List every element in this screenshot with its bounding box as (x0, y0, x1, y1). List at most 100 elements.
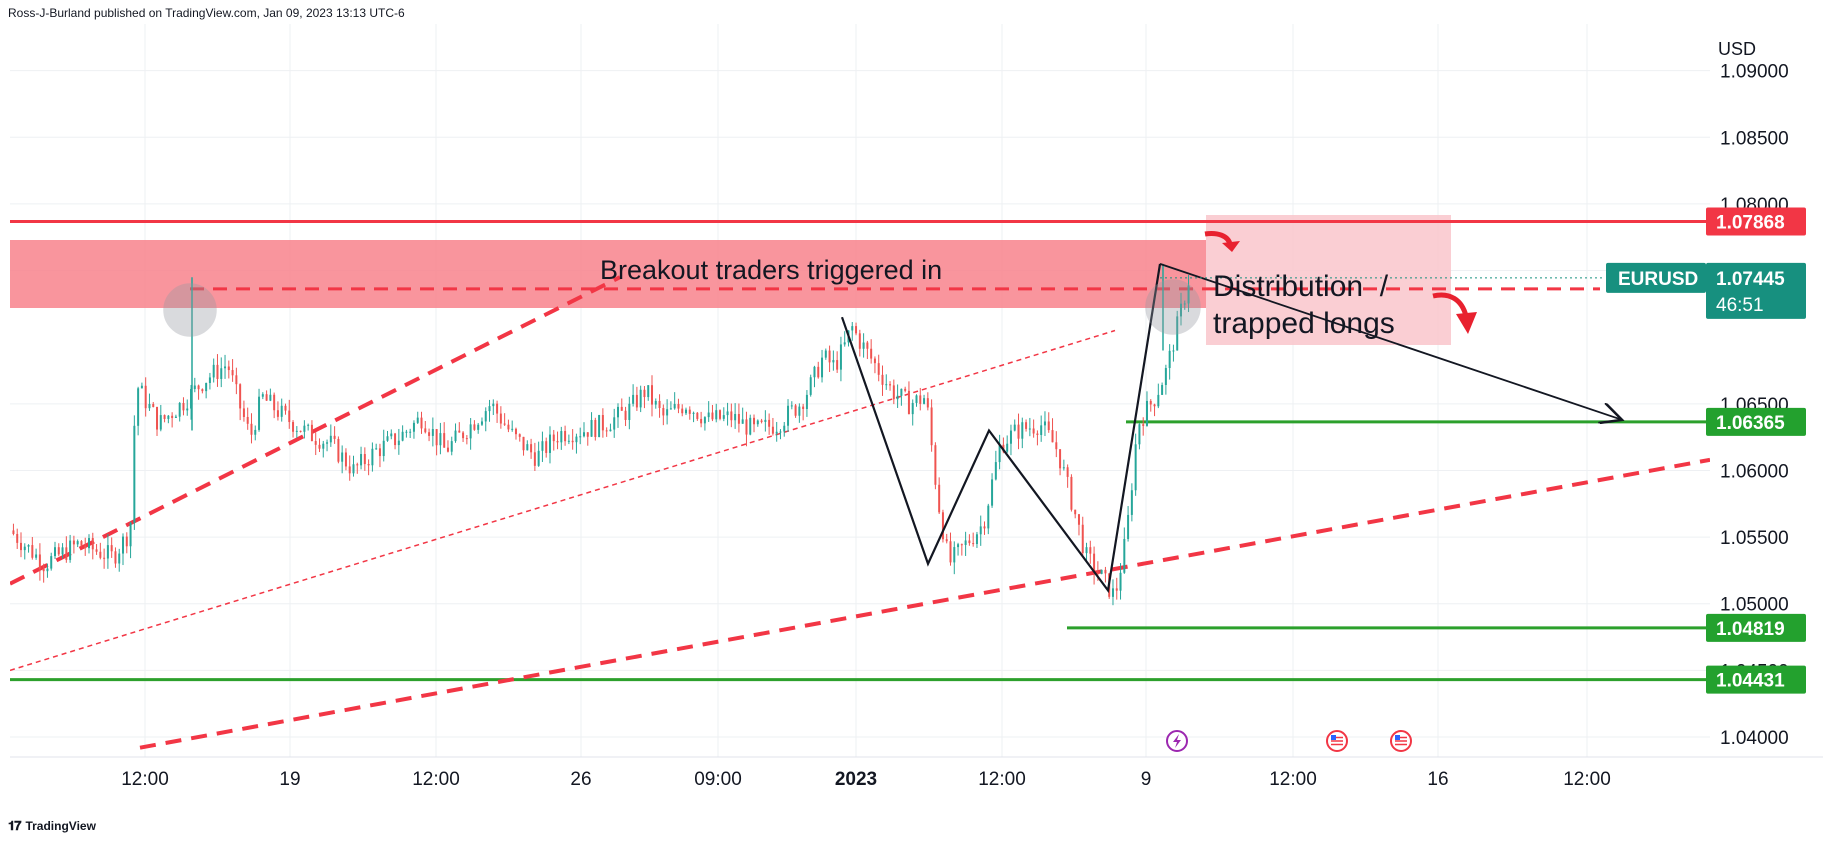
candle-body (50, 556, 53, 569)
candle-body (27, 545, 30, 547)
y-tick-label: 1.06000 (1720, 461, 1789, 482)
candle-body (953, 547, 956, 563)
candle-body (639, 389, 642, 408)
projection-arrow (1159, 263, 1622, 420)
candle-body (299, 430, 302, 432)
candle-body (1077, 514, 1080, 525)
candle-body (858, 333, 861, 349)
candle-body (496, 403, 499, 414)
candle-body (242, 408, 245, 417)
candle-body (726, 411, 729, 416)
candle-body (533, 452, 536, 466)
candle-body (284, 405, 287, 411)
candle-body (934, 445, 937, 485)
candle-body (1013, 424, 1016, 431)
candle-body (567, 440, 570, 442)
candle-body (469, 424, 472, 439)
candle-body (760, 420, 763, 422)
candle-body (1119, 572, 1122, 591)
price-tag-resistance-top (1706, 207, 1806, 236)
candle-body (564, 431, 567, 442)
candle-body (805, 394, 808, 410)
candle-body (114, 551, 117, 564)
candle-body (930, 407, 933, 446)
candle-body (783, 425, 786, 432)
candle-body (590, 419, 593, 437)
candle-body (957, 544, 960, 548)
candle-body (280, 405, 283, 417)
candle-body (662, 408, 665, 416)
candle-body (133, 425, 136, 523)
candle-body (775, 431, 778, 434)
candle-body (964, 540, 967, 545)
candle-body (945, 539, 948, 542)
candle-body (424, 428, 427, 433)
candle-body (163, 415, 166, 419)
candle-body (174, 416, 177, 418)
distribution-label-line-1: Distribution / (1213, 270, 1389, 303)
candle-body (159, 415, 162, 430)
candle-body (507, 424, 510, 430)
current-price-tag (1706, 262, 1806, 319)
candle-body (802, 406, 805, 410)
candle-body (790, 405, 793, 407)
candle-body (677, 404, 680, 409)
candle-body (960, 544, 963, 546)
candle-body (749, 417, 752, 435)
candle-body (499, 413, 502, 424)
candle-body (711, 412, 714, 420)
candle-body (764, 419, 767, 422)
lower-trendline (139, 457, 1710, 750)
price-tag-resistance-top-text: 1.07868 (1716, 213, 1785, 234)
current-price-text: 1.07445 (1716, 269, 1785, 290)
x-tick-label: 19 (279, 769, 300, 790)
candle-body (148, 404, 151, 409)
price-axis[interactable]: USD1.040001.045001.050001.055001.060001.… (1718, 39, 1789, 749)
candle-body (582, 432, 585, 437)
candle-body (817, 366, 820, 378)
time-axis[interactable]: 12:00 19 12:00 26 09:00 2023 12:00 9 12:00 16 12:0… (10, 756, 1823, 790)
candle-body (530, 444, 533, 453)
candle-body (541, 441, 544, 451)
candle-body (16, 533, 19, 543)
candle-body (756, 420, 759, 425)
candle-body (692, 412, 695, 414)
candle-body (292, 422, 295, 432)
candle-body (1168, 350, 1171, 369)
zigzag-pattern (840, 263, 1162, 594)
candle-body (1036, 433, 1039, 435)
candle-body (69, 540, 72, 560)
candle-body (707, 412, 710, 418)
candle-body (926, 398, 929, 408)
candle-body (1081, 524, 1084, 554)
candle-body (1104, 569, 1107, 574)
candle-body (428, 432, 431, 436)
candle-body (76, 541, 79, 545)
candle-body (439, 433, 442, 446)
candle-body (19, 542, 22, 551)
candle-body (390, 433, 393, 437)
candle-body (431, 429, 434, 436)
candle-body (167, 415, 170, 419)
x-tick-label: 12:00 (1563, 769, 1611, 790)
candle-body (72, 540, 75, 545)
candle-body (647, 385, 650, 398)
candle-body (616, 406, 619, 418)
candle-body (586, 432, 589, 437)
candle-body (892, 385, 895, 400)
x-tick-label: 09:00 (694, 769, 742, 790)
candle-body (450, 441, 453, 452)
candle-body (326, 442, 329, 444)
candle-body (1025, 422, 1028, 429)
y-tick-label: 1.05000 (1720, 595, 1789, 616)
candle-body (484, 411, 487, 422)
candle-body (1055, 442, 1058, 450)
distribution-label-line-2: trapped longs (1213, 307, 1395, 340)
candle-body (730, 411, 733, 421)
countdown-text: 46:51 (1716, 295, 1764, 316)
candle-body (125, 536, 128, 547)
candle-body (1123, 538, 1126, 573)
candle-body (405, 431, 408, 433)
candle-body (137, 388, 140, 426)
